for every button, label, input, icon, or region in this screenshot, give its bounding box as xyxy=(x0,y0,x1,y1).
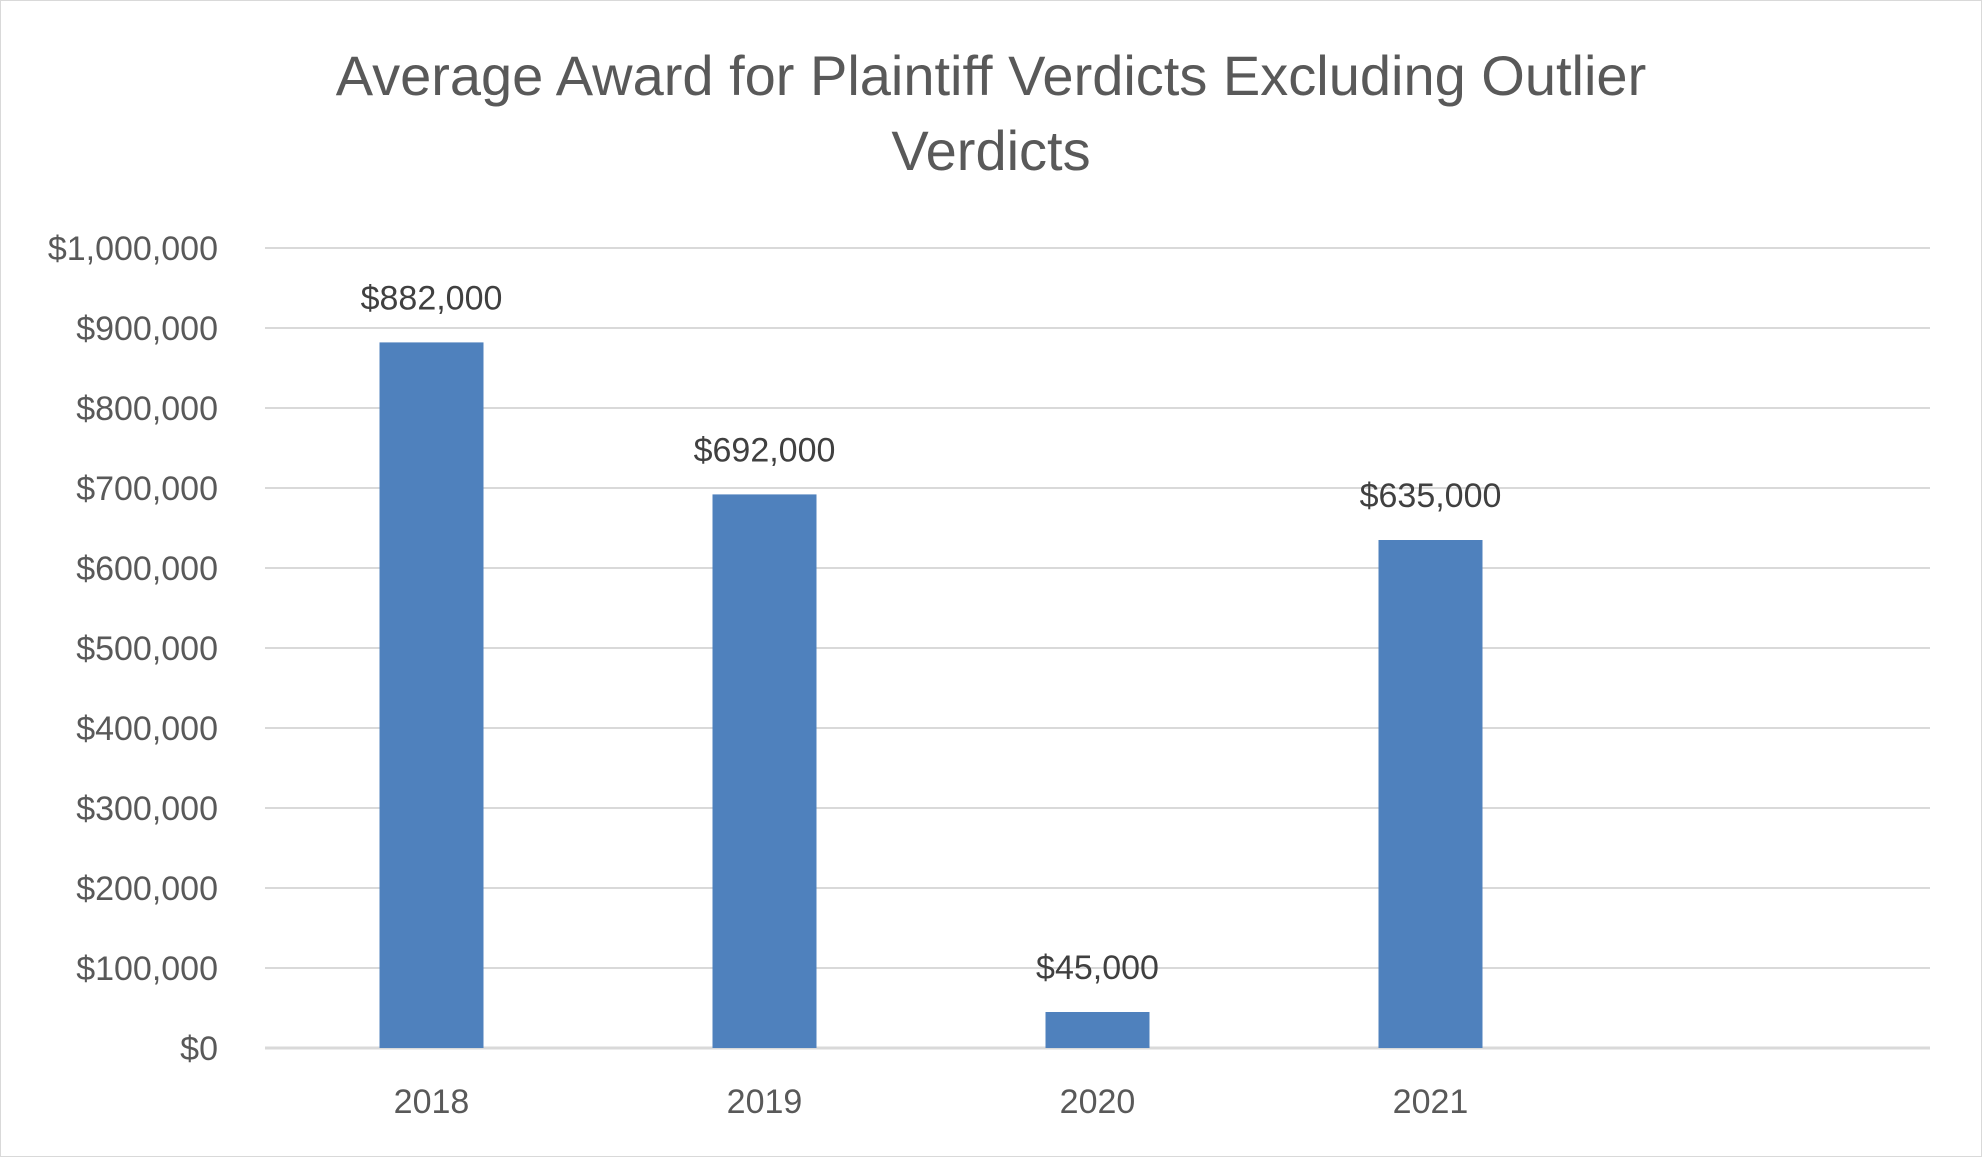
y-tick-label: $900,000 xyxy=(76,310,218,348)
y-tick-label: $300,000 xyxy=(76,790,218,828)
y-tick-label: $400,000 xyxy=(76,710,218,748)
bar-2019 xyxy=(712,494,817,1048)
data-label: $692,000 xyxy=(694,431,836,469)
data-label: $45,000 xyxy=(1036,949,1159,987)
y-tick-label: $1,000,000 xyxy=(48,230,218,268)
chart-title-line-1: Average Award for Plaintiff Verdicts Exc… xyxy=(336,44,1646,107)
y-tick-label: $500,000 xyxy=(76,630,218,668)
bar-2020 xyxy=(1045,1012,1150,1048)
x-tick-label: 2019 xyxy=(727,1083,803,1121)
chart-title-line-2: Verdicts xyxy=(891,119,1090,182)
y-tick-label: $200,000 xyxy=(76,870,218,908)
data-labels: $882,000 $692,000 $45,000 $635,000 xyxy=(361,279,1502,987)
y-tick-label: $700,000 xyxy=(76,470,218,508)
x-tick-label: 2021 xyxy=(1393,1083,1469,1121)
y-tick-label: $100,000 xyxy=(76,950,218,988)
bar-2021 xyxy=(1378,540,1483,1048)
bar-2018 xyxy=(379,342,484,1048)
data-label: $635,000 xyxy=(1360,477,1502,515)
y-tick-label: $0 xyxy=(180,1030,218,1068)
x-tick-label: 2020 xyxy=(1060,1083,1136,1121)
bars xyxy=(379,342,1483,1048)
x-axis-tick-labels: 2018 2019 2020 2021 xyxy=(394,1083,1469,1121)
gridlines xyxy=(265,247,1930,1050)
y-tick-label: $600,000 xyxy=(76,550,218,588)
y-axis-tick-labels: $0 $100,000 $200,000 $300,000 $400,000 $500,0… xyxy=(48,230,218,1068)
y-tick-label: $800,000 xyxy=(76,390,218,428)
data-label: $882,000 xyxy=(361,279,503,317)
x-tick-label: 2018 xyxy=(394,1083,470,1121)
